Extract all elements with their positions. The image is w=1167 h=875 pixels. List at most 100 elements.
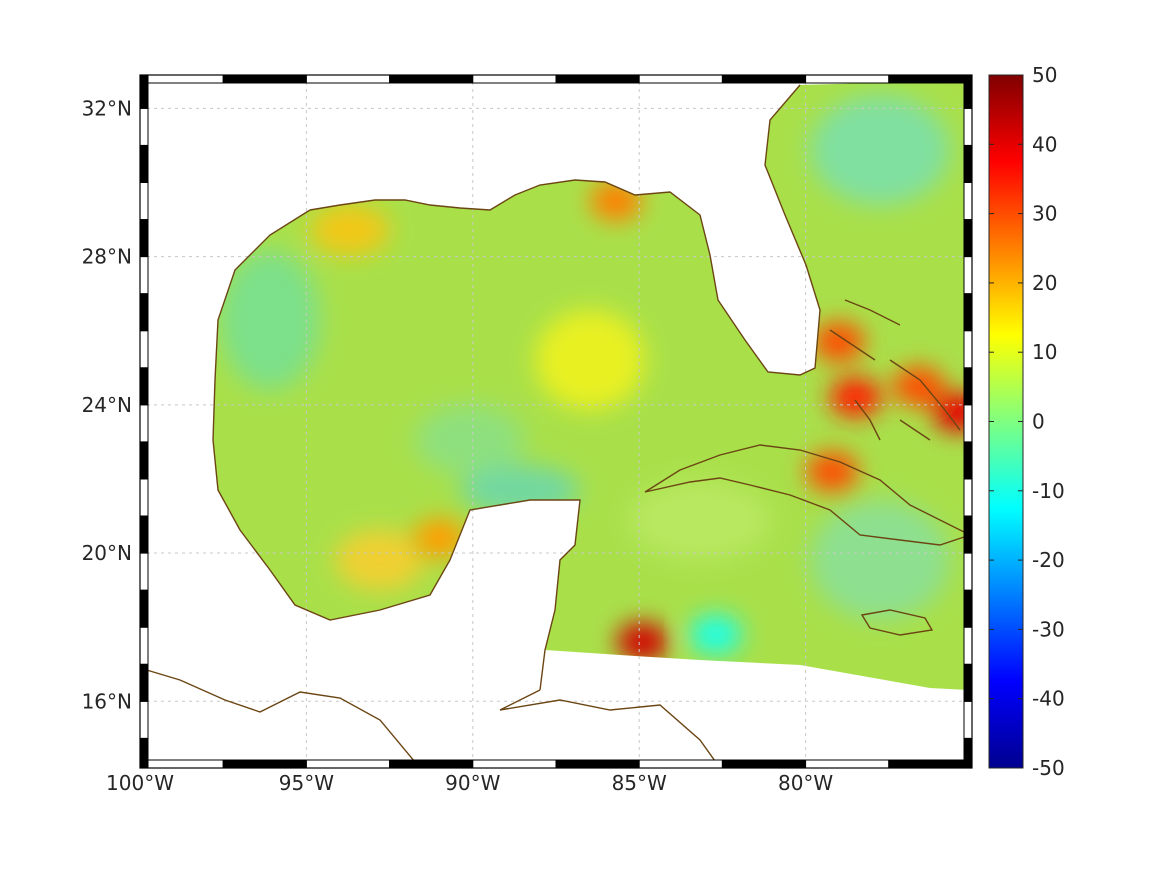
- frame-segment: [963, 256, 973, 295]
- field-feature-florida-straits-bahamas-high: [829, 377, 882, 418]
- frame-segment: [139, 293, 149, 332]
- colorbar-tick-label: 40: [1032, 132, 1057, 156]
- frame-segment: [139, 737, 149, 769]
- field-feature-bahamas-north-high: [812, 321, 865, 362]
- frame-segment: [139, 74, 224, 84]
- field-patches: [220, 95, 950, 620]
- colorbar-tick-label: 30: [1032, 202, 1057, 226]
- frame-segment: [139, 589, 149, 628]
- frame-segment: [139, 478, 149, 517]
- jamaica-coastline: [860, 609, 934, 636]
- frame-segment: [963, 219, 973, 258]
- map-frame: [139, 74, 973, 769]
- frame-segment: [139, 256, 149, 295]
- lon-tick-label: 80°W: [778, 771, 833, 795]
- lon-tick-label: 95°W: [279, 771, 334, 795]
- frame-segment: [963, 663, 973, 702]
- anomaly-field: [213, 80, 968, 690]
- frame-segment: [139, 74, 149, 109]
- frame-segment: [139, 330, 149, 369]
- frame-segment: [963, 515, 973, 554]
- frame-segment: [305, 74, 391, 84]
- field-feature-caribbean-south-high: [616, 622, 669, 662]
- frame-segment: [139, 107, 149, 146]
- frame-segment: [139, 181, 149, 221]
- colorbar: [989, 75, 1023, 768]
- frame-segment: [888, 759, 973, 769]
- colorbar-tick-label: 10: [1032, 340, 1057, 364]
- frame-segment: [139, 515, 149, 554]
- field-patch-atlantic-green: [810, 95, 950, 205]
- frame-segment: [963, 441, 973, 480]
- lat-tick-label: 24°N: [82, 393, 132, 417]
- field-feature-campeche-high: [413, 518, 466, 559]
- high-anomaly-patches: [413, 181, 968, 662]
- us-gulf-coastline: [309, 84, 821, 376]
- bahamas-coastline: [829, 299, 961, 441]
- frame-segment: [805, 74, 890, 84]
- central-america-caribbean-coastline: [499, 689, 721, 769]
- frame-segment: [139, 663, 149, 702]
- frame-segment: [139, 404, 149, 443]
- frame-segment: [963, 144, 973, 183]
- frame-outline: [139, 74, 973, 769]
- longitude-labels: 100°W 95°W 90°W 85°W 80°W: [106, 771, 833, 795]
- frame-segment: [222, 759, 307, 769]
- frame-segment: [963, 404, 973, 443]
- frame-segment: [963, 107, 973, 146]
- frame-segment: [389, 759, 474, 769]
- frame-segment: [472, 759, 557, 769]
- frame-segment: [963, 737, 973, 769]
- frame-segment: [805, 759, 890, 769]
- frame-segment: [305, 759, 391, 769]
- frame-segment: [139, 759, 224, 769]
- field-patch-caribbean-east: [810, 500, 950, 620]
- field-patch-green-central: [415, 405, 525, 475]
- colorbar-tick-label: -40: [1032, 687, 1065, 711]
- frame-segment: [472, 74, 557, 84]
- central-america-pacific-coastline: [139, 667, 421, 769]
- frame-segment: [963, 293, 973, 332]
- frame-segment: [963, 478, 973, 517]
- lon-tick-label: 85°W: [612, 771, 667, 795]
- field-patch-cyan-yucatan: [460, 465, 580, 515]
- frame-segment: [721, 74, 807, 84]
- frame-segment: [139, 441, 149, 480]
- frame-segment: [139, 552, 149, 591]
- field-patch-yellow-east: [535, 310, 645, 410]
- frame-segment: [963, 330, 973, 369]
- frame-segment: [963, 626, 973, 665]
- frame-segment: [963, 589, 973, 628]
- colorbar-tick-label: -20: [1032, 548, 1065, 572]
- field-patch-caribbean-west: [630, 480, 770, 560]
- field-patch-green-west: [220, 250, 320, 390]
- lon-tick-label: 90°W: [445, 771, 500, 795]
- colorbar-tick-label: -10: [1032, 479, 1065, 503]
- frame-segment: [555, 74, 640, 84]
- lat-tick-label: 20°N: [82, 541, 132, 565]
- frame-segment: [139, 219, 149, 258]
- frame-segment: [139, 626, 149, 665]
- frame-segment: [721, 759, 807, 769]
- colorbar-tick-label: -50: [1032, 756, 1065, 780]
- frame-segment: [963, 181, 973, 221]
- frame-segment: [222, 74, 307, 84]
- colorbar-tick-label: 20: [1032, 271, 1057, 295]
- mexico-coastline: [212, 209, 581, 691]
- field-feature-cuba-north-high: [806, 451, 859, 492]
- frame-segment: [139, 144, 149, 183]
- field-feature-caribbean-low: [689, 614, 742, 655]
- frame-segment: [139, 700, 149, 739]
- lat-tick-label: 28°N: [82, 245, 132, 269]
- frame-segment: [963, 700, 973, 739]
- frame-segment: [963, 74, 973, 109]
- colorbar-tick-label: -30: [1032, 617, 1065, 641]
- frame-segment: [963, 367, 973, 406]
- field-feature-bahamas-far-east-high: [932, 392, 968, 433]
- colorbar-ticks: 50 40 30 20 10 0 -10 -20 -30 -40 -50: [989, 63, 1065, 780]
- lat-tick-label: 32°N: [82, 96, 132, 120]
- frame-segment: [638, 759, 723, 769]
- field-patch-texas-coast: [310, 205, 390, 255]
- latitude-labels: 32°N 28°N 24°N 20°N 16°N: [82, 96, 132, 713]
